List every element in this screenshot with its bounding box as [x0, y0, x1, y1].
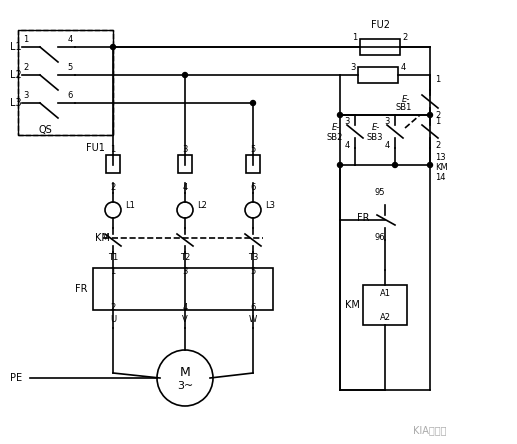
Text: KIA半导体: KIA半导体 [413, 425, 447, 435]
Text: SB2: SB2 [327, 134, 343, 143]
Text: 3: 3 [183, 267, 188, 277]
Text: M: M [179, 365, 190, 378]
Text: 1: 1 [110, 267, 116, 277]
Text: 2: 2 [110, 302, 116, 312]
Circle shape [251, 100, 255, 106]
Text: 1: 1 [353, 33, 358, 43]
Text: L3: L3 [265, 202, 275, 210]
Text: E-: E- [372, 123, 380, 132]
Bar [93, 268, 273, 310]
Text: SB1: SB1 [396, 103, 412, 112]
Circle shape [428, 112, 433, 118]
Bar [246, 155, 260, 173]
Text: QS: QS [38, 125, 52, 135]
Text: 6: 6 [67, 91, 73, 100]
Text: 5: 5 [250, 146, 255, 155]
Text: 4: 4 [385, 140, 390, 150]
Text: 3: 3 [385, 118, 390, 127]
Text: 3~: 3~ [177, 381, 193, 391]
Text: 6: 6 [250, 302, 256, 312]
Text: 2: 2 [110, 183, 116, 193]
Text: 5: 5 [250, 267, 255, 277]
Text: U: U [110, 316, 116, 325]
Text: 14: 14 [435, 174, 446, 182]
Bar [358, 67, 398, 83]
Bar [178, 155, 192, 173]
Text: L3: L3 [10, 98, 22, 108]
Text: 3: 3 [23, 91, 28, 100]
Text: SB3: SB3 [367, 134, 383, 143]
Text: A1: A1 [379, 289, 390, 297]
Text: V: V [182, 316, 188, 325]
Text: 4: 4 [400, 63, 406, 72]
Text: W: W [249, 316, 257, 325]
Circle shape [183, 72, 188, 78]
Text: FR: FR [75, 284, 88, 294]
Bar [360, 39, 400, 55]
Text: 2: 2 [402, 33, 407, 43]
Text: FU2: FU2 [371, 20, 389, 30]
Text: 96: 96 [374, 234, 385, 242]
Text: 2: 2 [435, 111, 440, 119]
Text: T2: T2 [180, 253, 190, 262]
Text: L2: L2 [197, 202, 207, 210]
Text: 3: 3 [345, 118, 350, 127]
Text: 3: 3 [183, 146, 188, 155]
Text: 95: 95 [374, 189, 385, 198]
Bar [18, 30, 113, 135]
Text: 4: 4 [183, 302, 188, 312]
Text: 5: 5 [67, 63, 72, 72]
Circle shape [111, 44, 115, 49]
Text: L1: L1 [125, 202, 135, 210]
Circle shape [428, 163, 433, 167]
Text: 1: 1 [110, 146, 116, 155]
Text: FU1: FU1 [86, 143, 105, 153]
Text: 13: 13 [435, 154, 446, 163]
Bar [106, 155, 120, 173]
Circle shape [338, 112, 342, 118]
Text: 2: 2 [23, 63, 28, 72]
Text: 3: 3 [351, 63, 356, 72]
Text: 4: 4 [67, 36, 72, 44]
Text: PE: PE [10, 373, 22, 383]
Text: 4: 4 [345, 140, 350, 150]
Text: 1: 1 [435, 118, 440, 127]
Text: A2: A2 [379, 313, 390, 321]
Text: KM: KM [435, 163, 448, 173]
Text: 6: 6 [250, 183, 256, 193]
Text: T1: T1 [108, 253, 118, 262]
Bar [18, 30, 113, 135]
Text: T3: T3 [248, 253, 258, 262]
Text: 1: 1 [435, 75, 440, 84]
Circle shape [392, 163, 398, 167]
Bar [363, 285, 407, 325]
Circle shape [157, 350, 213, 406]
Text: KM: KM [95, 233, 110, 243]
Text: KM: KM [345, 300, 360, 310]
Text: L1: L1 [10, 42, 22, 52]
Text: 1: 1 [23, 36, 28, 44]
Circle shape [338, 163, 342, 167]
Text: 2: 2 [435, 140, 440, 150]
Text: FR: FR [357, 213, 370, 223]
Text: E-: E- [332, 123, 340, 132]
Text: E-: E- [402, 95, 410, 104]
Text: 4: 4 [183, 183, 188, 193]
Text: L2: L2 [10, 70, 22, 80]
